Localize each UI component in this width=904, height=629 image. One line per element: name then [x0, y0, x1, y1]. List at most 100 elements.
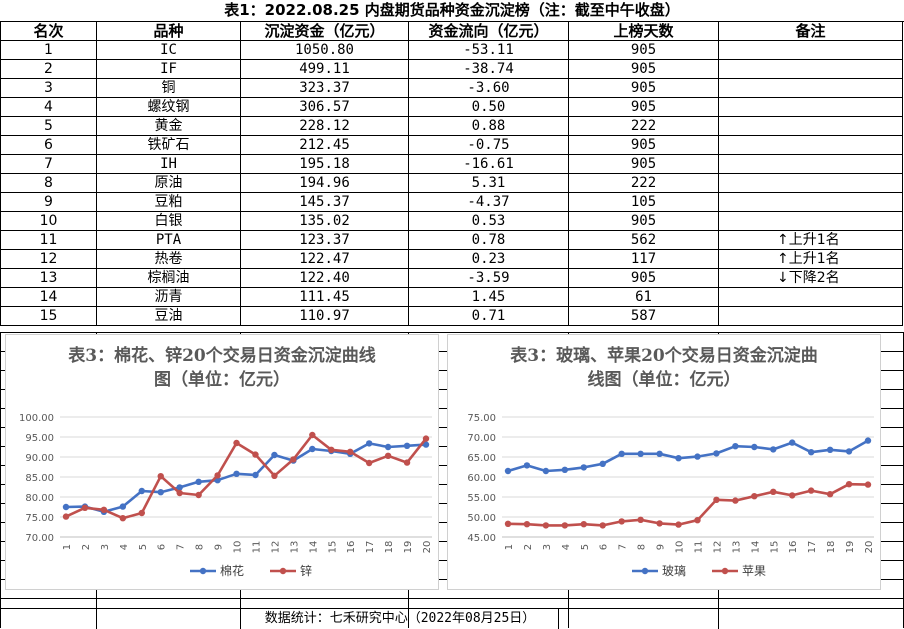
- days-cell[interactable]: 222: [568, 173, 719, 193]
- rank-cell[interactable]: 3: [0, 78, 97, 98]
- header-cell[interactable]: 备注: [718, 21, 903, 41]
- note-cell[interactable]: ↓下降2名: [718, 268, 903, 288]
- product-cell[interactable]: 棕榈油: [96, 268, 241, 288]
- days-cell[interactable]: 905: [568, 211, 719, 231]
- note-cell[interactable]: [718, 211, 903, 231]
- product-cell[interactable]: 豆粕: [96, 192, 241, 212]
- rank-cell[interactable]: 9: [0, 192, 97, 212]
- product-cell[interactable]: 原油: [96, 173, 241, 193]
- rank-cell[interactable]: 10: [0, 211, 97, 231]
- product-cell[interactable]: IH: [96, 154, 241, 174]
- rank-cell[interactable]: 6: [0, 135, 97, 155]
- days-cell[interactable]: 105: [568, 192, 719, 212]
- flow-cell[interactable]: 1.45: [408, 287, 569, 307]
- rank-cell[interactable]: 5: [0, 116, 97, 136]
- cotton-zinc-chart[interactable]: 表3：棉花、锌20个交易日资金沉淀曲线 图（单位：亿元） 70.00 75.00 8…: [5, 334, 439, 590]
- rank-cell[interactable]: 2: [0, 59, 97, 79]
- flow-cell[interactable]: -16.61: [408, 154, 569, 174]
- rank-cell[interactable]: 12: [0, 249, 97, 269]
- header-cell[interactable]: 名次: [0, 21, 97, 41]
- product-cell[interactable]: 铜: [96, 78, 241, 98]
- days-cell[interactable]: 905: [568, 135, 719, 155]
- flow-cell[interactable]: 0.71: [408, 306, 569, 326]
- capital-cell[interactable]: 212.45: [240, 135, 409, 155]
- days-cell[interactable]: 562: [568, 230, 719, 250]
- product-cell[interactable]: 沥青: [96, 287, 241, 307]
- flow-cell[interactable]: -3.60: [408, 78, 569, 98]
- note-cell[interactable]: [718, 306, 903, 326]
- product-cell[interactable]: 热卷: [96, 249, 241, 269]
- legend-marker: [641, 567, 649, 575]
- days-cell[interactable]: 905: [568, 59, 719, 79]
- rank-cell[interactable]: 7: [0, 154, 97, 174]
- flow-cell[interactable]: -53.11: [408, 40, 569, 60]
- capital-cell[interactable]: 111.45: [240, 287, 409, 307]
- flow-cell[interactable]: 5.31: [408, 173, 569, 193]
- capital-cell[interactable]: 123.37: [240, 230, 409, 250]
- days-cell[interactable]: 117: [568, 249, 719, 269]
- capital-cell[interactable]: 228.12: [240, 116, 409, 136]
- flow-cell[interactable]: 0.78: [408, 230, 569, 250]
- days-cell[interactable]: 587: [568, 306, 719, 326]
- rank-cell[interactable]: 4: [0, 97, 97, 117]
- capital-cell[interactable]: 306.57: [240, 97, 409, 117]
- product-cell[interactable]: IF: [96, 59, 241, 79]
- flow-cell[interactable]: -38.74: [408, 59, 569, 79]
- product-cell[interactable]: 螺纹钢: [96, 97, 241, 117]
- note-cell[interactable]: [718, 59, 903, 79]
- note-cell[interactable]: [718, 154, 903, 174]
- capital-cell[interactable]: 1050.80: [240, 40, 409, 60]
- note-cell[interactable]: [718, 116, 903, 136]
- note-cell[interactable]: [718, 135, 903, 155]
- header-cell[interactable]: 上榜天数: [568, 21, 719, 41]
- rank-cell[interactable]: 1: [0, 40, 97, 60]
- capital-cell[interactable]: 122.47: [240, 249, 409, 269]
- product-cell[interactable]: 豆油: [96, 306, 241, 326]
- capital-cell[interactable]: 499.11: [240, 59, 409, 79]
- rank-cell[interactable]: 13: [0, 268, 97, 288]
- header-cell[interactable]: 品种: [96, 21, 241, 41]
- capital-cell[interactable]: 194.96: [240, 173, 409, 193]
- capital-cell[interactable]: 135.02: [240, 211, 409, 231]
- capital-cell[interactable]: 195.18: [240, 154, 409, 174]
- note-cell[interactable]: ↑上升1名: [718, 230, 903, 250]
- note-cell[interactable]: [718, 78, 903, 98]
- days-cell[interactable]: 222: [568, 116, 719, 136]
- product-cell[interactable]: 黄金: [96, 116, 241, 136]
- capital-cell[interactable]: 323.37: [240, 78, 409, 98]
- product-cell[interactable]: PTA: [96, 230, 241, 250]
- flow-cell[interactable]: 0.53: [408, 211, 569, 231]
- flow-cell[interactable]: -4.37: [408, 192, 569, 212]
- flow-cell[interactable]: 0.88: [408, 116, 569, 136]
- days-cell[interactable]: 61: [568, 287, 719, 307]
- x-tick-label: 10: [675, 541, 686, 554]
- rank-cell[interactable]: 8: [0, 173, 97, 193]
- days-cell[interactable]: 905: [568, 40, 719, 60]
- flow-cell[interactable]: -3.59: [408, 268, 569, 288]
- product-cell[interactable]: IC: [96, 40, 241, 60]
- note-cell[interactable]: [718, 40, 903, 60]
- note-cell[interactable]: ↑上升1名: [718, 249, 903, 269]
- capital-cell[interactable]: 122.40: [240, 268, 409, 288]
- capital-cell[interactable]: 110.97: [240, 306, 409, 326]
- glass-apple-chart[interactable]: 表3：玻璃、苹果20个交易日资金沉淀曲 线图（单位：亿元） 45.00 50.00…: [447, 334, 881, 590]
- product-cell[interactable]: 铁矿石: [96, 135, 241, 155]
- note-cell[interactable]: [718, 287, 903, 307]
- note-cell[interactable]: [718, 192, 903, 212]
- days-cell[interactable]: 905: [568, 268, 719, 288]
- flow-cell[interactable]: -0.75: [408, 135, 569, 155]
- note-cell[interactable]: [718, 173, 903, 193]
- header-cell[interactable]: 沉淀资金（亿元）: [240, 21, 409, 41]
- capital-cell[interactable]: 145.37: [240, 192, 409, 212]
- rank-cell[interactable]: 11: [0, 230, 97, 250]
- flow-cell[interactable]: 0.50: [408, 97, 569, 117]
- note-cell[interactable]: [718, 97, 903, 117]
- header-cell[interactable]: 资金流向（亿元）: [408, 21, 569, 41]
- days-cell[interactable]: 905: [568, 154, 719, 174]
- days-cell[interactable]: 905: [568, 97, 719, 117]
- rank-cell[interactable]: 15: [0, 306, 97, 326]
- days-cell[interactable]: 905: [568, 78, 719, 98]
- product-cell[interactable]: 白银: [96, 211, 241, 231]
- flow-cell[interactable]: 0.23: [408, 249, 569, 269]
- rank-cell[interactable]: 14: [0, 287, 97, 307]
